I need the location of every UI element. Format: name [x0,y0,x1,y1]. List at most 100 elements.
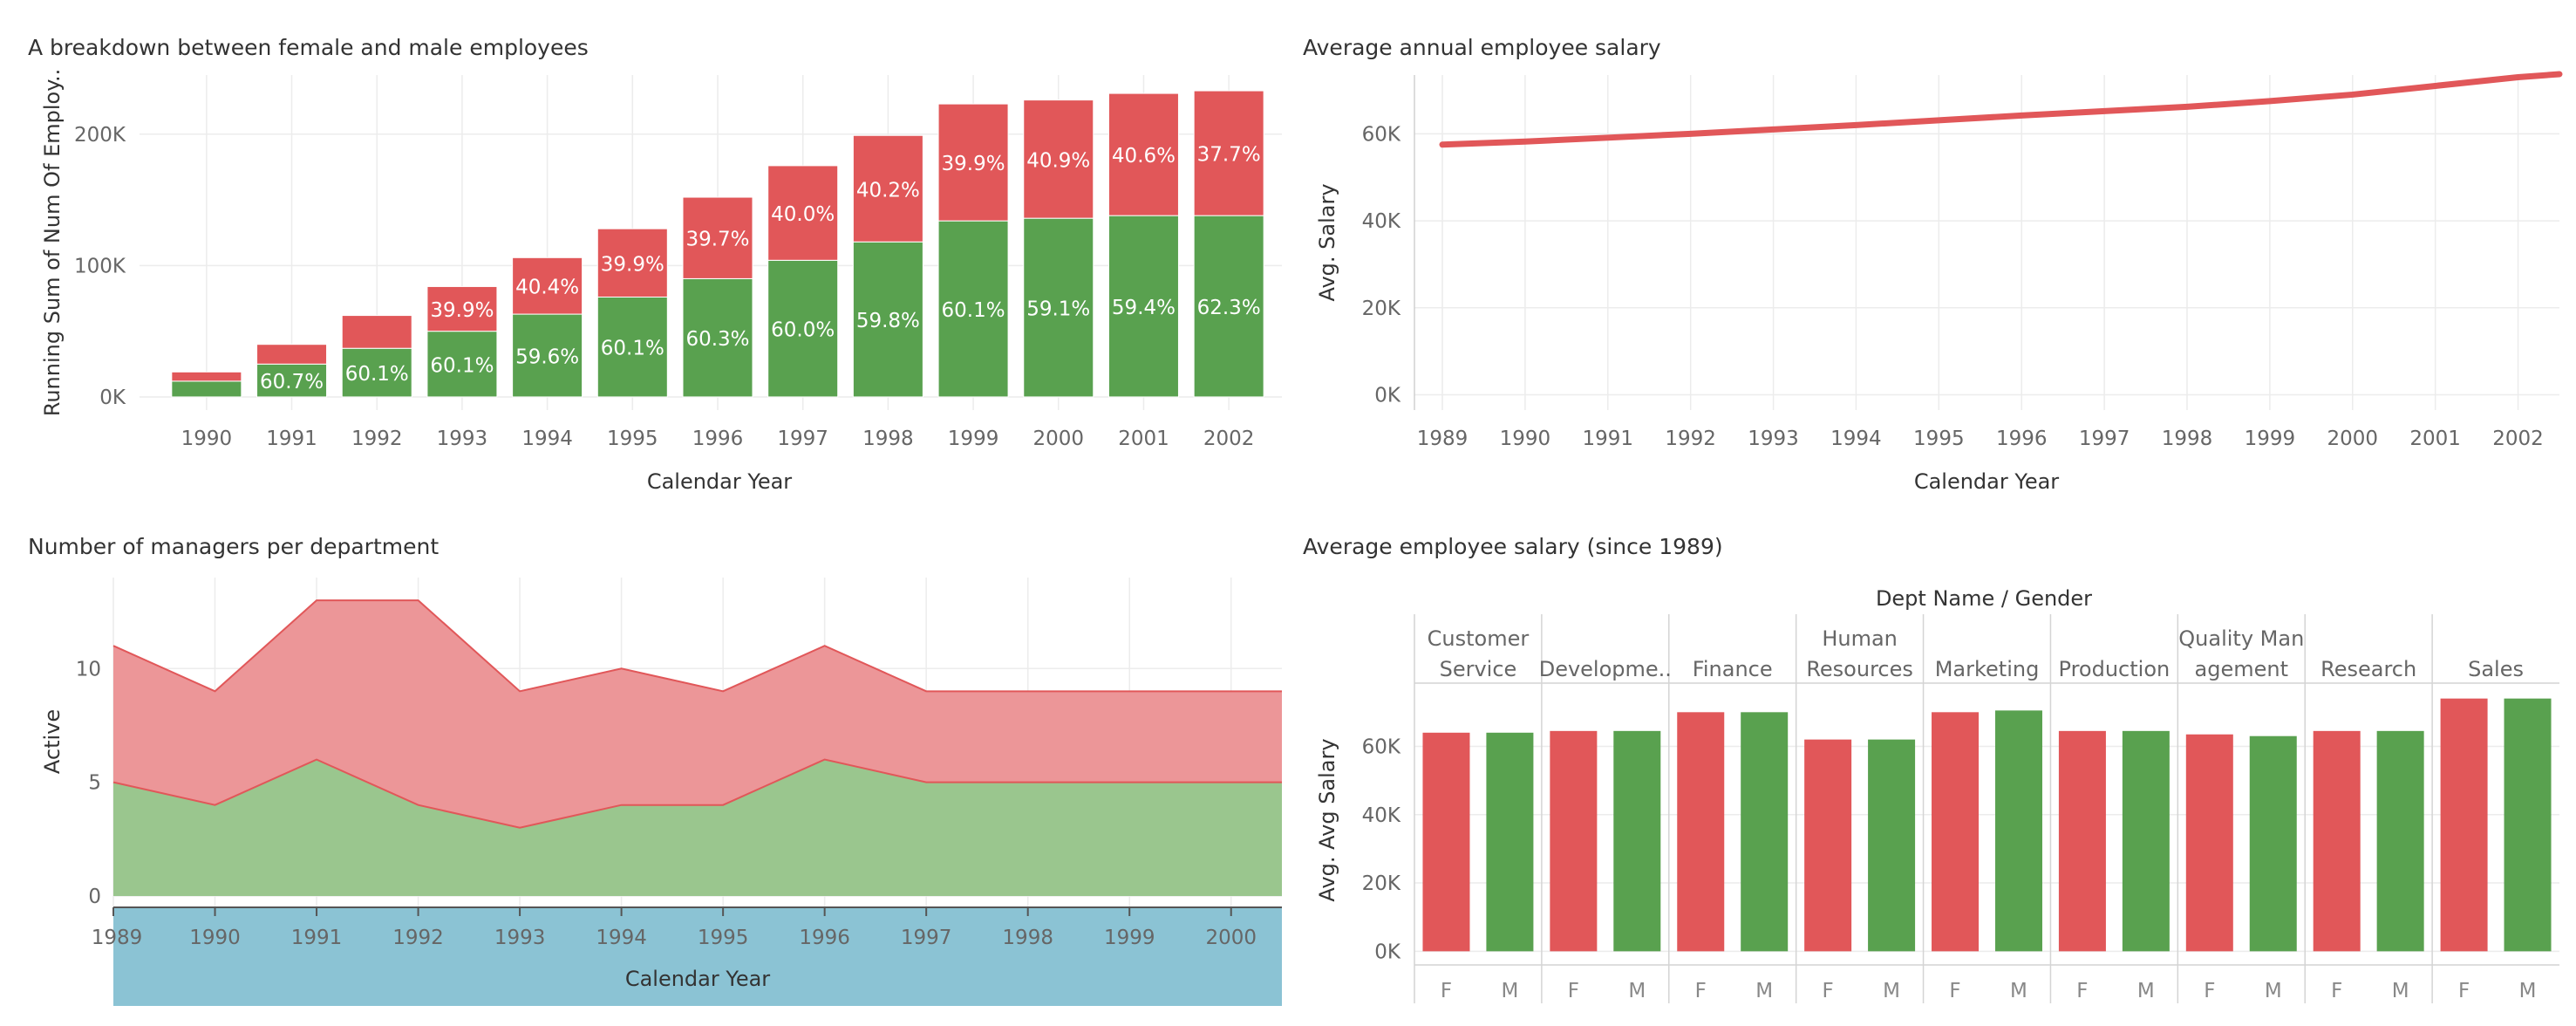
y-axis-title: Active [40,709,65,774]
x-tick-label: 1998 [1002,927,1053,949]
x-tick-label: 1991 [291,927,343,949]
department-header: Finance [1693,657,1773,681]
bar-female [256,344,328,365]
department-header: Service [1440,657,1517,681]
bar-male [256,363,328,398]
bar-female [1422,732,1470,952]
bar-female [2440,698,2488,952]
x-tick-label: 1999 [948,428,999,450]
bar-male [767,259,839,398]
bar-female [171,371,242,382]
x-tick-label: 1997 [901,927,952,949]
area-male [113,759,1282,896]
x-tick-label: 1996 [692,428,744,450]
x-tick-label: 1999 [2245,428,2296,450]
bar-female [341,315,412,349]
data-label: 39.9% [601,253,664,276]
x-tick-label: 1991 [266,428,317,450]
gender-tick-label: F [1695,980,1707,1002]
gender-tick-label: M [1501,980,1518,1002]
bar-male [1741,712,1789,952]
bar-male [1613,730,1661,952]
bar-male [1486,732,1534,952]
x-tick-label: 1996 [1996,428,2048,450]
x-tick-label: 2001 [1118,428,1169,450]
y-tick-label: 200K [74,124,126,147]
gender-tick-label: F [2076,980,2088,1002]
bar-male [512,313,583,398]
data-label: 60.1% [942,299,1005,322]
area-male-edge [112,758,1282,829]
x-axis-title: Calendar Year [1914,469,2059,494]
bar-female [596,228,668,298]
bar-male [1994,710,2042,952]
bar-male [852,241,923,398]
x-tick-label: 1994 [521,428,573,450]
gender-tick-label: M [2137,980,2155,1002]
data-label: 37.7% [1197,144,1261,167]
x-tick-label: 1998 [862,428,914,450]
data-label: 60.1% [430,354,494,377]
y-tick-label: 0K [99,386,126,409]
x-tick-label: 1997 [777,428,828,450]
gender-tick-label: F [1568,980,1579,1002]
data-label: 39.9% [942,153,1005,175]
x-tick-label: 1990 [181,428,233,450]
x-tick-label: 1989 [92,927,143,949]
x-tick-label: 1999 [1104,927,1155,949]
bar-female [1677,712,1725,952]
bar-female [682,196,753,279]
bar-female [937,103,1009,222]
y-tick-label: 40K [1362,804,1401,827]
x-tick-label: 1992 [1665,428,1716,450]
data-label: 59.1% [1026,298,1090,321]
y-tick-label: 0K [1374,385,1401,407]
data-label: 62.3% [1197,297,1261,319]
x-tick-label: 1993 [1748,428,1799,450]
facet-header-title: Dept Name / Gender [1876,586,2092,611]
bar-male [2504,698,2552,952]
department-header: Resources [1806,657,1913,681]
salary-line-chart-title: Average annual employee salary [1303,35,1661,60]
data-label: 40.2% [856,179,920,202]
data-label: 60.3% [685,328,749,351]
data-label: 60.7% [260,371,324,393]
gender-tick-label: F [2331,980,2342,1002]
department-header: Developme.. [1539,657,1672,681]
bar-female [512,256,583,315]
bar-male [426,331,498,398]
x-tick-label: 1990 [1500,428,1551,450]
bar-female [1193,90,1264,216]
bar-male [171,380,242,398]
x-tick-label: 1997 [2079,428,2130,450]
gender-tick-label: M [1628,980,1646,1002]
gender-tick-label: F [1441,980,1452,1002]
x-tick-label: 1994 [1830,428,1882,450]
x-tick-label: 1994 [596,927,647,949]
x-tick-label: 1995 [607,428,658,450]
y-axis-title: Avg. Salary [1315,183,1339,301]
bar-female [2313,730,2361,952]
bar-female [1550,730,1598,952]
gender-tick-label: M [2010,980,2027,1002]
bar-female [1804,739,1852,952]
bar-male [2249,735,2297,952]
bar-male [2122,730,2170,952]
area-female-edge [112,599,1282,693]
data-label: 39.9% [430,299,494,322]
bar-male [341,347,412,398]
department-header: Research [2320,657,2416,681]
x-tick-label: 2000 [2327,428,2379,450]
data-label: 40.9% [1026,149,1090,172]
bar-male [682,277,753,398]
y-tick-label: 0 [88,886,101,908]
gender-tick-label: F [2204,980,2215,1002]
data-label: 60.1% [601,338,664,360]
data-label: 60.0% [771,319,835,342]
department-header: Quality Man [2178,626,2304,651]
x-tick-label: 1993 [494,927,546,949]
bar-male [1868,739,1916,952]
bar-female [1107,92,1179,216]
y-tick-label: 0K [1374,940,1401,963]
bar-male [596,296,668,398]
